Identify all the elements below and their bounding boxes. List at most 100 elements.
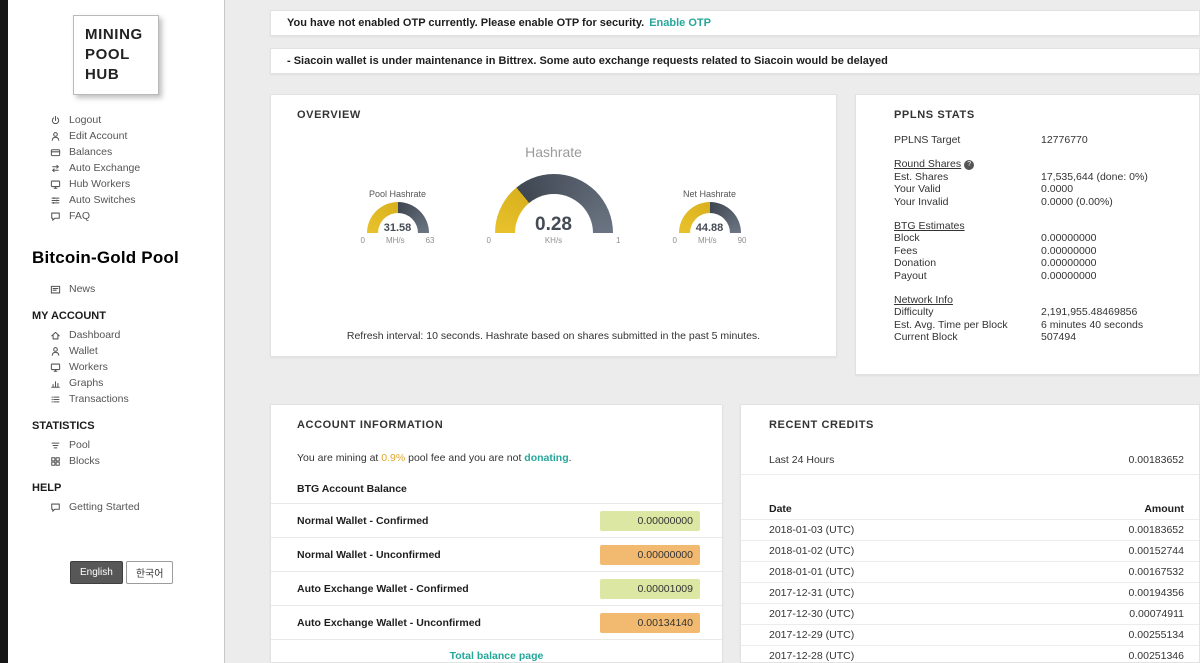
pplns-row-label: Block — [894, 232, 920, 245]
sidebar-item-news[interactable]: News — [8, 281, 224, 297]
pplns-row: Block 0.00000000 — [894, 232, 1185, 244]
enable-otp-link[interactable]: Enable OTP — [649, 17, 711, 29]
pplns-link-network-info[interactable]: Network Info — [894, 294, 953, 307]
gauge-value: 44.88 — [695, 222, 724, 233]
sidebar-item-faq[interactable]: FAQ — [8, 208, 224, 224]
sidebar-item-workers[interactable]: Workers — [8, 359, 224, 375]
credits-summary-label: Last 24 Hours — [769, 454, 835, 466]
credits-row: 2018-01-03 (UTC) 0.00183652 — [741, 520, 1199, 541]
logo[interactable]: MINING POOL HUB — [73, 15, 159, 95]
hashrate-label: Hashrate — [525, 144, 582, 160]
otp-notification-text: You have not enabled OTP currently. Plea… — [287, 17, 645, 29]
sidebar-item-transactions[interactable]: Transactions — [8, 391, 224, 407]
sidebar-top-menu: Logout Edit Account Balances Auto Exchange H… — [8, 112, 224, 224]
mining-fee-note: You are mining at 0.9% pool fee and you … — [271, 441, 722, 474]
pplns-row-label: Fees — [894, 244, 918, 257]
sidebar-item-label: Edit Account — [69, 130, 128, 142]
gauge-pool-hashrate: Pool Hashrate 31.58 0 MH/s 63 — [361, 189, 435, 245]
pplns-row-value: 0.00000000 — [1041, 244, 1097, 257]
maintenance-notification-text: - Siacoin wallet is under maintenance in… — [287, 55, 888, 67]
sidebar-item-auto-exchange[interactable]: Auto Exchange — [8, 160, 224, 176]
gauge-hole — [689, 213, 730, 233]
gauge-max: 90 — [737, 236, 747, 245]
pplns-row-label: Payout — [894, 269, 927, 282]
credits-table: Date Amount 2018-01-03 (UTC) 0.00183652 20… — [741, 499, 1199, 663]
monitor-icon — [50, 179, 61, 190]
chart-icon — [50, 378, 61, 389]
language-button-0[interactable]: English — [70, 561, 123, 584]
pplns-row: Payout 0.00000000 — [894, 270, 1185, 282]
sidebar-section-header-help: HELP — [32, 482, 62, 494]
total-balance-link[interactable]: Total balance page — [449, 650, 544, 662]
pplns-row-label: Your Invalid — [894, 195, 949, 208]
sidebar-item-label: FAQ — [69, 210, 91, 222]
credits-row: 2017-12-31 (UTC) 0.00194356 — [741, 583, 1199, 604]
sidebar-item-edit-account[interactable]: Edit Account — [8, 128, 224, 144]
sidebar-item-graphs[interactable]: Graphs — [8, 375, 224, 391]
sidebar-item-label: Transactions — [69, 393, 129, 405]
account-information-card: ACCOUNT INFORMATION You are mining at 0.… — [270, 404, 723, 663]
pplns-link-round-shares[interactable]: Round Shares — [894, 158, 962, 171]
gauge-unit: MH/s — [385, 236, 405, 245]
pplns-row: Your Invalid 0.0000 (0.00%) — [894, 196, 1185, 208]
balance-header: BTG Account Balance — [271, 474, 722, 504]
pplns-row: PPLNS Target 12776770 — [894, 134, 1185, 146]
balance-value-badge: 0.00134140 — [600, 612, 700, 633]
pplns-row: Est. Avg. Time per Block 6 minutes 40 sec… — [894, 319, 1185, 331]
sidebar-item-hub-workers[interactable]: Hub Workers — [8, 176, 224, 192]
sidebar-item-getting-started[interactable]: Getting Started — [8, 499, 224, 515]
gauge-arc: 44.88 — [678, 202, 741, 233]
fee-note-suffix: . — [568, 452, 572, 464]
pplns-row: Difficulty 2,191,955.48469856 — [894, 306, 1185, 318]
sidebar-item-blocks[interactable]: Blocks — [8, 453, 224, 469]
donating-link[interactable]: donating — [524, 452, 569, 464]
pool-fee-value: 0.9% — [381, 452, 406, 464]
credits-row: 2018-01-02 (UTC) 0.00152744 — [741, 541, 1199, 562]
overview-card: OVERVIEW Hashrate Pool Hashrate 31.58 0 MH/… — [270, 94, 837, 357]
account-footer: Total balance page — [271, 640, 722, 663]
power-icon — [50, 115, 61, 126]
sidebar-item-wallet[interactable]: Wallet — [8, 343, 224, 359]
sidebar-section-gap — [8, 268, 224, 281]
pplns-row-value: 0.00000000 — [1041, 257, 1097, 270]
credit-date: 2017-12-31 (UTC) — [769, 587, 855, 599]
overview-title: OVERVIEW — [297, 109, 361, 121]
home-icon — [50, 330, 61, 341]
credits-title: RECENT CREDITS — [769, 419, 874, 431]
sidebar-item-label: Logout — [69, 114, 102, 126]
sidebar-item-logout[interactable]: Logout — [8, 112, 224, 128]
balance-row-label: Normal Wallet - Confirmed — [297, 514, 429, 527]
sidebar-item-label: Getting Started — [69, 501, 140, 513]
pplns-row: Fees 0.00000000 — [894, 245, 1185, 257]
sidebar-item-label: Balances — [69, 146, 113, 158]
pplns-row-value: 0.00000000 — [1041, 269, 1097, 282]
sidebar-item-balances[interactable]: Balances — [8, 144, 224, 160]
gauge-name-label: Pool Hashrate — [368, 189, 427, 199]
language-button-1[interactable]: 한국어 — [125, 561, 174, 584]
pplns-row: Est. Shares 17,535,644 (done: 0%) — [894, 171, 1185, 183]
user-icon — [50, 346, 61, 357]
credits-summary-row: Last 24 Hours 0.00183652 — [741, 446, 1199, 475]
credits-row: 2017-12-30 (UTC) 0.00074911 — [741, 604, 1199, 625]
pplns-row-value: 0.0000 — [1041, 183, 1074, 196]
sidebar-item-label: Pool — [69, 439, 91, 451]
sidebar-item-dashboard[interactable]: Dashboard — [8, 327, 224, 343]
gauge-name-label: Net Hashrate — [682, 189, 737, 199]
exchange-icon — [50, 163, 61, 174]
maintenance-notification: - Siacoin wallet is under maintenance in… — [270, 48, 1200, 74]
balance-row-normal-wallet-confirmed: Normal Wallet - Confirmed 0.00000000 — [271, 504, 722, 538]
gauge-unit: KH/s — [544, 236, 563, 245]
gauge-arc: 0.28 — [494, 174, 613, 233]
credit-date: 2018-01-02 (UTC) — [769, 545, 855, 557]
pplns-link-btg-estimates[interactable]: BTG Estimates — [894, 220, 965, 233]
gauge-arc: 31.58 — [366, 202, 429, 233]
sidebar-item-pool[interactable]: Pool — [8, 437, 224, 453]
gauges: Pool Hashrate 31.58 0 MH/s 63 0.28 0 KH/s 1 Net H… — [271, 174, 836, 245]
language-switcher: English 한국어 — [70, 561, 224, 584]
gauge-max: 1 — [616, 236, 621, 245]
credits-col-date: Date — [769, 503, 792, 515]
pplns-row-value: 0.00000000 — [1041, 232, 1097, 245]
sidebar-item-auto-switches[interactable]: Auto Switches — [8, 192, 224, 208]
help-icon[interactable]: ? — [964, 160, 975, 171]
pplns-row-value: 0.0000 (0.00%) — [1041, 195, 1113, 208]
